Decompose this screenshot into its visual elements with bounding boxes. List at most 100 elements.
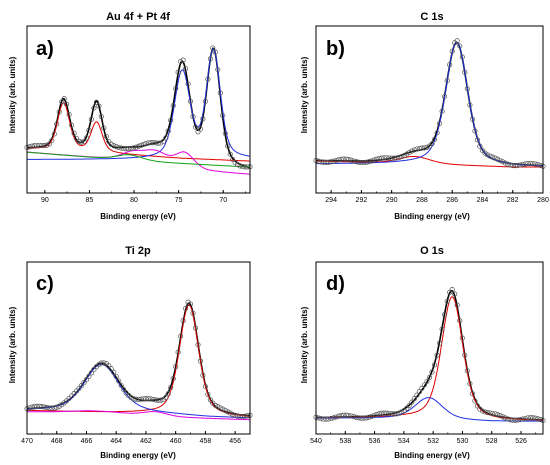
x-tick-label: 80 xyxy=(130,197,138,204)
data-point xyxy=(409,148,415,154)
data-point xyxy=(235,162,241,168)
data-point xyxy=(424,144,430,150)
data-point xyxy=(135,143,142,149)
data-point xyxy=(205,76,211,82)
data-point xyxy=(525,415,531,421)
data-point xyxy=(394,411,400,417)
data-point xyxy=(437,120,443,126)
data-point xyxy=(61,96,67,102)
data-point xyxy=(205,391,211,397)
panel-label: d) xyxy=(326,273,345,295)
data-point xyxy=(527,160,533,166)
data-point xyxy=(379,410,385,416)
x-tick-label: 468 xyxy=(51,438,63,445)
data-point xyxy=(358,160,364,166)
data-point xyxy=(180,318,186,324)
data-point xyxy=(376,155,382,162)
data-point xyxy=(361,415,367,421)
data-point xyxy=(459,335,465,341)
x-tick-label: 466 xyxy=(81,438,93,445)
data-point xyxy=(479,408,486,414)
data-point xyxy=(41,404,47,410)
data-point xyxy=(212,49,218,55)
data-point xyxy=(240,164,246,170)
x-tick-labels: 90 85 80 75 70 xyxy=(41,190,246,204)
data-point xyxy=(384,155,390,161)
data-point xyxy=(356,415,362,421)
data-point xyxy=(510,417,516,423)
data-point xyxy=(454,302,460,308)
data-point xyxy=(490,410,496,416)
data-point xyxy=(78,139,85,145)
data-point xyxy=(414,146,420,152)
data-point xyxy=(351,158,357,164)
data-point xyxy=(207,397,213,403)
data-point xyxy=(153,140,159,146)
data-point xyxy=(338,413,344,419)
data-point xyxy=(348,413,354,419)
x-axis-label: Binding energy (eV) xyxy=(394,212,470,221)
data-point xyxy=(39,404,45,410)
data-point xyxy=(484,410,491,416)
data-point xyxy=(86,373,92,379)
data-point xyxy=(442,94,448,100)
data-point xyxy=(373,412,380,418)
data-point xyxy=(49,405,55,411)
data-point xyxy=(242,164,248,170)
data-point xyxy=(462,69,468,75)
data-point xyxy=(91,367,97,373)
data-point xyxy=(155,140,161,146)
data-point xyxy=(140,141,147,147)
data-point xyxy=(135,396,142,402)
data-point xyxy=(472,398,478,404)
chart-title: Au 4f + Pt 4f xyxy=(106,11,170,23)
x-tick-label: 460 xyxy=(170,438,182,445)
data-point xyxy=(51,405,57,411)
y-axis-label: Intensity (arb. units) xyxy=(300,306,309,383)
x-tick-labels: 540 538 536 534 532 530 528 526 xyxy=(310,431,537,445)
data-point xyxy=(54,121,60,127)
data-point xyxy=(326,159,332,165)
x-tick-label: 458 xyxy=(200,438,212,445)
data-point xyxy=(200,116,206,122)
data-point xyxy=(469,116,475,122)
data-point xyxy=(56,109,62,115)
data-point xyxy=(459,54,465,60)
data-point xyxy=(358,415,364,421)
data-point xyxy=(69,122,75,128)
data-point xyxy=(497,157,503,164)
data-point xyxy=(210,45,216,51)
data-point xyxy=(497,413,503,419)
data-point xyxy=(138,142,144,148)
data-point xyxy=(235,413,241,419)
data-point xyxy=(366,414,372,420)
x-tick-label: 85 xyxy=(86,197,94,204)
data-point xyxy=(178,58,184,65)
data-point xyxy=(227,410,233,416)
data-point xyxy=(353,159,359,165)
data-point xyxy=(242,413,248,419)
data-point xyxy=(454,38,460,44)
data-point xyxy=(512,417,518,423)
data-point xyxy=(361,160,367,166)
data-point xyxy=(78,383,85,389)
data-point xyxy=(138,396,144,402)
x-tick-labels: 294 292 290 288 286 284 282 280 xyxy=(315,190,549,204)
data-point xyxy=(416,389,422,395)
data-point xyxy=(434,352,440,358)
data-point xyxy=(108,366,114,372)
plot-area xyxy=(24,299,253,421)
data-point xyxy=(472,128,478,134)
data-point xyxy=(155,397,161,403)
x-axis-label: Binding energy (eV) xyxy=(100,451,176,460)
data-point xyxy=(386,410,392,417)
data-point xyxy=(323,159,329,165)
x-axis-label: Binding energy (eV) xyxy=(394,451,470,460)
data-point xyxy=(230,411,236,417)
data-point xyxy=(474,403,480,409)
data-point xyxy=(421,145,428,151)
data-point xyxy=(424,378,430,385)
series-red-component xyxy=(315,156,543,168)
data-point xyxy=(71,130,77,136)
